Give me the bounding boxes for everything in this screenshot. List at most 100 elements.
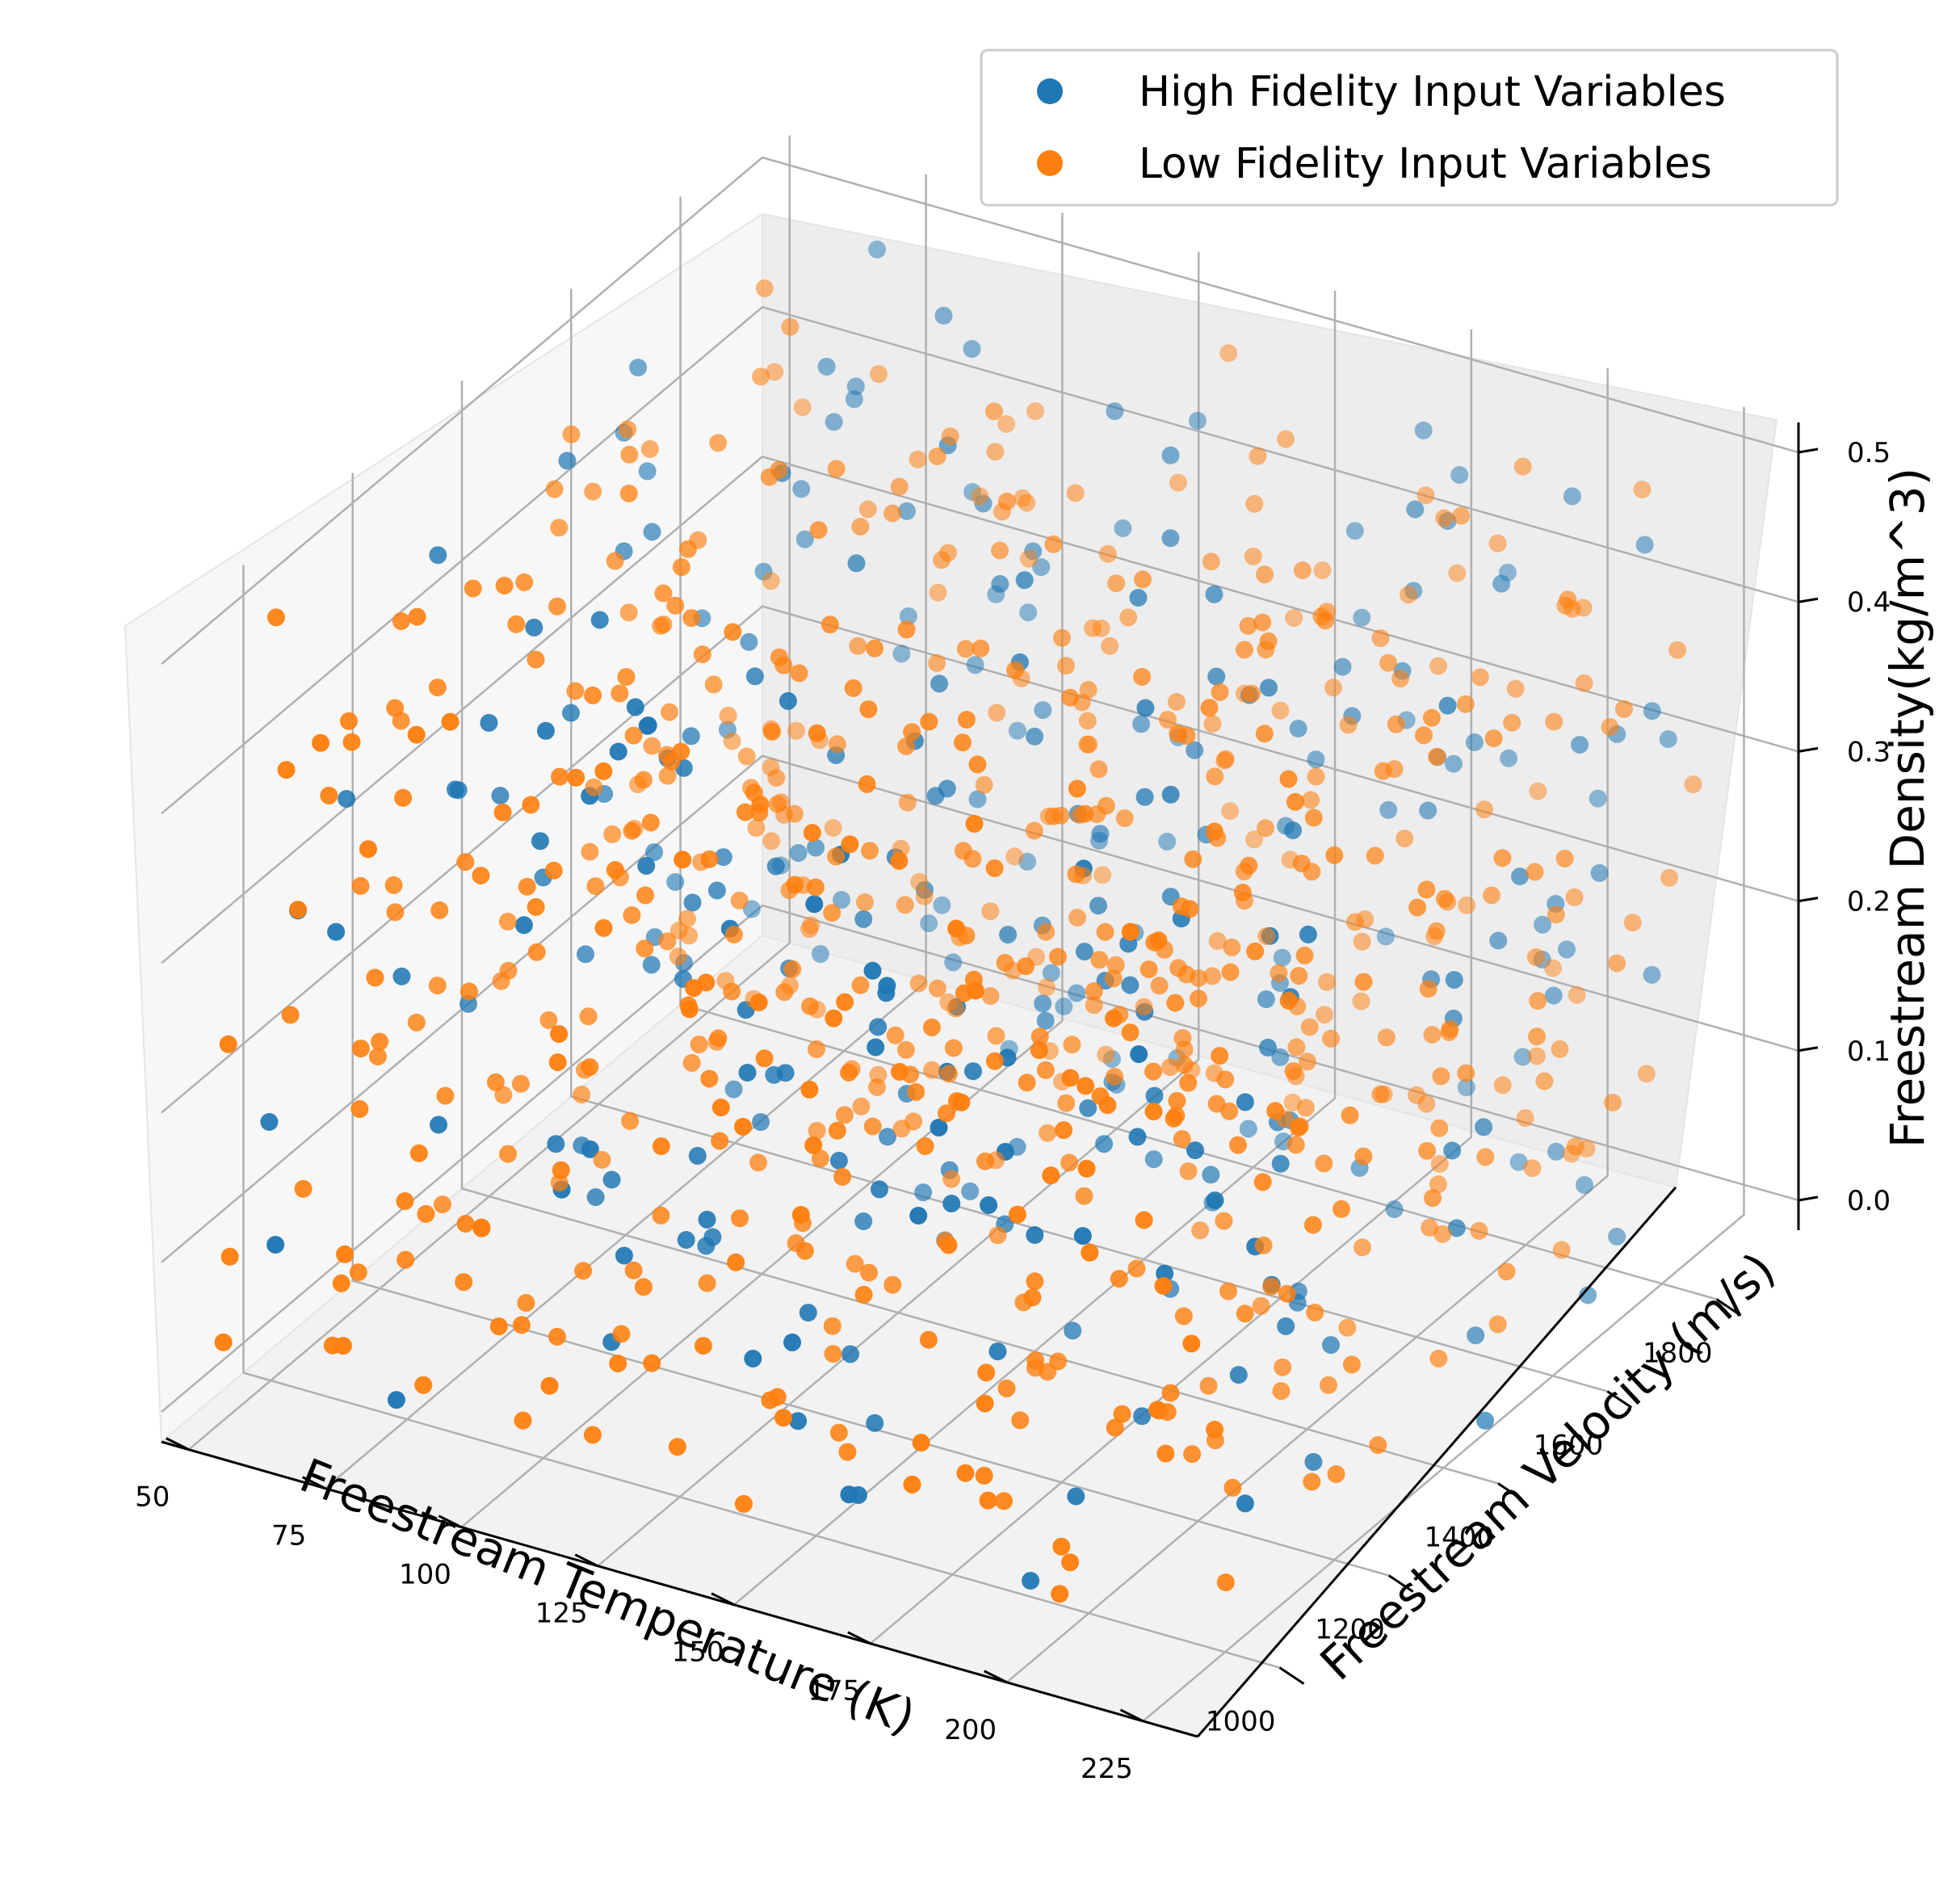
data-point: [763, 722, 781, 741]
data-point: [1516, 1109, 1534, 1128]
data-point: [1379, 653, 1397, 672]
data-point: [683, 893, 702, 912]
data-point: [915, 887, 934, 905]
data-point: [430, 901, 449, 919]
data-point: [514, 1411, 532, 1430]
data-point: [1158, 711, 1177, 729]
data-point: [433, 1195, 451, 1214]
legend: High Fidelity Input Variables Low Fideli…: [980, 48, 1839, 207]
data-point: [961, 1182, 980, 1200]
data-point: [939, 993, 958, 1011]
data-point: [740, 632, 758, 651]
data-point: [964, 1062, 982, 1081]
data-point: [624, 726, 643, 745]
data-point: [968, 755, 987, 774]
data-point: [1322, 1336, 1340, 1355]
data-point: [1167, 693, 1186, 711]
data-point: [1270, 964, 1288, 982]
data-point: [1424, 1189, 1442, 1208]
data-point: [944, 1039, 963, 1057]
data-point: [938, 1104, 955, 1123]
data-point: [220, 1247, 239, 1266]
data-point: [1135, 998, 1153, 1016]
data-point: [916, 1137, 934, 1155]
data-point: [1173, 1130, 1191, 1149]
data-point: [1295, 946, 1314, 964]
data-point: [823, 1317, 841, 1335]
data-point: [1429, 657, 1447, 675]
data-point: [460, 982, 478, 1001]
data-point: [1032, 558, 1051, 577]
data-point: [1601, 718, 1619, 737]
data-point: [731, 1209, 749, 1228]
data-point: [775, 805, 793, 824]
data-point: [634, 1278, 653, 1296]
data-point: [919, 1330, 938, 1349]
data-point: [327, 922, 346, 941]
data-point: [809, 521, 828, 540]
data-point: [1307, 767, 1325, 786]
data-point: [562, 425, 581, 443]
data-point: [1385, 1200, 1404, 1219]
data-point: [1199, 1376, 1218, 1395]
data-point: [312, 733, 329, 752]
data-point: [988, 1226, 1007, 1245]
data-point: [612, 1325, 631, 1343]
data-point: [590, 611, 609, 629]
data-point: [666, 596, 685, 615]
data-point: [752, 368, 770, 386]
data-point: [1304, 809, 1323, 827]
data-point: [214, 1333, 233, 1351]
y-tick-label: 1600: [1534, 1430, 1604, 1462]
data-point: [985, 1052, 1004, 1070]
data-point: [1113, 1405, 1131, 1423]
data-point: [1098, 1096, 1117, 1115]
data-point: [499, 1145, 517, 1163]
data-point: [965, 814, 984, 833]
data-point: [863, 961, 882, 980]
data-point: [1571, 736, 1589, 754]
axis-lines: [161, 422, 1800, 1738]
data-point: [940, 1065, 958, 1083]
x-tick-label: 75: [271, 1520, 306, 1552]
data-point: [805, 895, 824, 914]
tick-labels: 50 75 100 125 150 175 200 225 1000 1200 1400 1600 18…: [135, 437, 1891, 1785]
data-point: [397, 1250, 415, 1269]
data-point: [789, 1412, 808, 1431]
data-point: [1458, 896, 1476, 914]
data-point: [515, 573, 534, 591]
data-point: [1379, 800, 1398, 819]
data-point: [828, 735, 846, 754]
data-point: [1008, 1137, 1026, 1156]
data-point: [1559, 590, 1577, 609]
data-point: [851, 976, 870, 994]
z-tick-mark: [1798, 597, 1819, 603]
data-point: [867, 1038, 885, 1057]
data-point: [727, 1253, 745, 1271]
data-point: [1428, 747, 1446, 766]
data-point: [1302, 791, 1320, 809]
data-point: [1079, 1099, 1098, 1117]
data-point: [747, 819, 766, 837]
data-point: [1039, 1363, 1057, 1381]
data-point: [1149, 931, 1168, 950]
data-point: [1089, 897, 1107, 915]
data-point: [1325, 846, 1344, 864]
grid-line-z: [161, 754, 1799, 1263]
data-point: [1044, 535, 1063, 553]
data-point: [1191, 1221, 1210, 1240]
data-point: [1396, 830, 1414, 848]
data-point: [617, 668, 636, 687]
data-point: [811, 945, 829, 964]
data-point: [386, 699, 405, 717]
data-point: [1205, 822, 1223, 841]
data-point: [697, 1237, 716, 1255]
z-tick-label: 0.2: [1847, 886, 1891, 918]
data-point: [824, 1345, 842, 1363]
data-point: [338, 790, 356, 808]
data-point: [1417, 880, 1436, 899]
data-point: [928, 979, 946, 998]
data-point: [980, 1196, 998, 1214]
data-point: [281, 1006, 300, 1024]
data-point: [985, 402, 1003, 421]
